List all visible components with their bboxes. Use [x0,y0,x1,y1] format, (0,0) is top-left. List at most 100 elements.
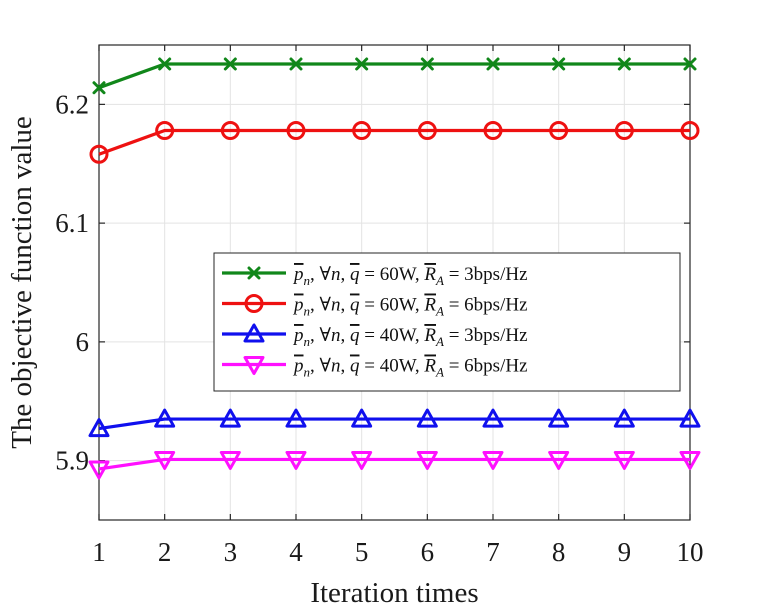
series-group [88,57,701,480]
triangle-down-marker-shape [154,450,176,470]
series-4-point [88,460,110,480]
circle-marker-shape [417,121,437,140]
legend-n-subscript: n [304,304,311,319]
series-1 [92,57,697,95]
legend-rate-value: 6bps/Hz [464,356,527,377]
series-4-point [548,450,570,470]
legend-label: pn, ∀n, q = 40W, RA = 6bps/Hz [292,356,528,380]
triangle-down-marker-shape [548,450,570,470]
triangle-up-marker-shape [548,408,570,428]
legend-q-value: 40W [380,325,417,346]
series-4-point [482,450,504,470]
series-3-point [416,408,438,428]
series-4-point [679,450,701,470]
triangle-down-marker-shape [88,460,110,480]
legend-equals: = [359,295,379,316]
x-marker-stroke [247,266,261,280]
legend-equals: = [359,356,379,377]
legend-marker [244,294,264,313]
circle-marker-shape [155,121,175,140]
circle-marker-shape [549,121,569,140]
series-1-point [355,57,369,71]
legend-rate-value: 3bps/Hz [464,264,527,285]
legend-q-value: 60W [380,295,417,316]
series-3-point [88,418,110,438]
x-marker-stroke [617,57,631,71]
x-tick-label: 8 [552,537,566,567]
series-4-point [219,450,241,470]
series-2 [89,121,700,164]
legend-separator: , [340,325,350,346]
x-axis-title: Iteration times [310,577,478,609]
legend-separator: , [340,264,350,285]
series-2-point [352,121,372,140]
triangle-down-marker-shape [351,450,373,470]
triangle-down-marker-shape [416,450,438,470]
axis-ticks [98,45,691,520]
legend-forall: , ∀ [310,264,332,285]
circle-marker-shape [680,121,700,140]
series-3 [88,408,701,438]
legend-separator: , [415,295,425,316]
triangle-down-marker-shape [285,450,307,470]
legend-q-symbol: q [350,264,360,285]
triangle-up-marker-shape [243,323,265,343]
x-marker-stroke [158,57,172,71]
tick-labels: 1 2 3 4 5 6 7 8 9 10 5.9 6 6.1 6.2 [55,89,703,567]
x-marker-stroke [683,57,697,71]
legend-p-symbol: p [292,325,304,346]
legend-item-3: pn, ∀n, q = 40W, RA = 3bps/Hz [222,323,528,349]
circle-marker-shape [89,144,109,164]
triangle-up-marker-shape [88,418,110,438]
x-tick-label: 6 [421,537,435,567]
plot-area-frame [98,44,691,521]
series-1-point [683,57,697,71]
legend-marker [247,266,261,280]
triangle-up-marker-shape [285,408,307,428]
legend-label: pn, ∀n, q = 60W, RA = 3bps/Hz [292,264,528,288]
series-4-point [285,450,307,470]
x-marker-stroke [289,57,303,71]
legend-label: pn, ∀n, q = 40W, RA = 3bps/Hz [292,325,528,349]
legend-box [213,252,681,392]
legend-equals: = [444,264,464,285]
x-marker-stroke [223,57,237,71]
legend-a-subscript: A [435,304,444,319]
series-3-point [351,408,373,428]
legend-item-2: pn, ∀n, q = 60W, RA = 6bps/Hz [222,294,528,319]
circle-marker-shape [220,121,240,140]
legend-q-value: 60W [380,264,417,285]
series-2-point [680,121,700,140]
series-4-line [98,457,690,471]
series-1-point [223,57,237,71]
legend-forall: , ∀ [310,325,332,346]
series-4-point [154,450,176,470]
legend-equals: = [444,325,464,346]
legend-n-subscript: n [304,334,311,349]
x-marker-stroke [92,81,106,95]
series-2-point [614,121,634,140]
triangle-down-marker-shape [243,356,265,375]
triangle-down-marker-shape [613,450,635,470]
series-2-line [98,128,690,156]
series-2-point [89,144,109,164]
legend-q-symbol: q [350,325,360,346]
legend-r-symbol: R [423,264,436,285]
triangle-up-marker-shape [679,408,701,428]
triangle-down-marker-shape [219,450,241,470]
triangle-up-marker-shape [219,408,241,428]
triangle-up-marker-shape [416,408,438,428]
y-tick-label: 6.2 [55,89,89,119]
legend-a-subscript: A [435,273,444,288]
x-tick-label: 1 [92,537,106,567]
series-1-point [617,57,631,71]
series-2-point [417,121,437,140]
legend-separator: , [415,356,425,377]
legend-q-symbol: q [350,356,360,377]
legend-forall: , ∀ [310,295,332,316]
legend-a-subscript: A [435,334,444,349]
legend-p-symbol: p [292,264,304,285]
legend-separator: , [340,356,350,377]
series-3-point [548,408,570,428]
